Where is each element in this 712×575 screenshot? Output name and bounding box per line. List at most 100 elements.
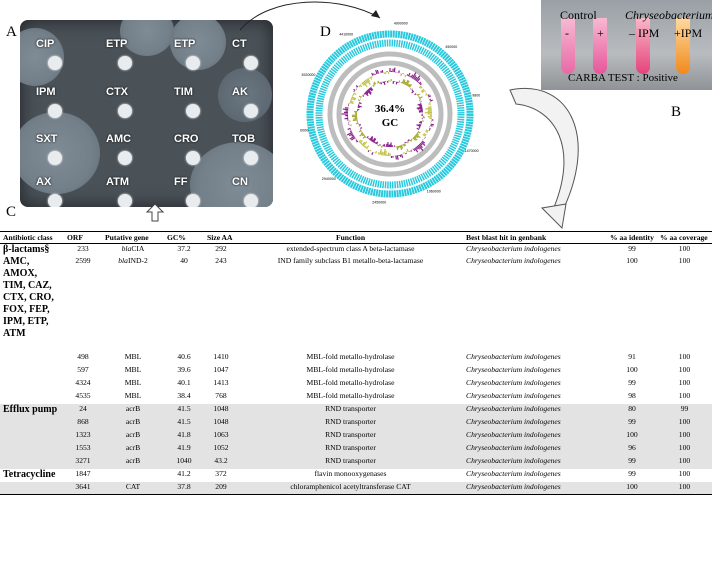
gc-percent-label: 36.4% — [375, 103, 405, 115]
minus-ipm-label: – IPM — [629, 26, 660, 40]
genome-track-mark — [350, 136, 356, 141]
control-plus-label: + — [597, 26, 604, 40]
header-function: Function — [335, 233, 366, 242]
cell-size: 768 — [215, 390, 227, 400]
cell-function: MBL-fold metallo-hydrolase — [306, 351, 395, 361]
genome-track-mark — [358, 139, 362, 143]
genome-track-mark — [417, 93, 421, 97]
genome-track-mark — [385, 150, 387, 156]
table-header-row: Antibiotic class ORF Putative gene GC% S… — [0, 231, 712, 244]
genome-track-mark — [372, 85, 375, 87]
up-arrow-icon — [145, 203, 165, 222]
antibiotic-disk — [118, 151, 132, 165]
cell-gene: MBL — [124, 364, 142, 374]
cell-size: 1413 — [213, 377, 229, 387]
genome-track-mark — [351, 134, 354, 137]
cell-gc: 40 — [180, 255, 188, 265]
cell-identity: 99 — [628, 468, 636, 478]
genome-track-mark — [349, 135, 355, 140]
disk-label: CN — [232, 176, 248, 188]
panel-letter-b: B — [671, 104, 682, 120]
genome-track-mark — [371, 139, 374, 142]
disk-label: CIP — [36, 38, 55, 50]
genome-track-mark — [361, 141, 366, 146]
genome-track-mark — [419, 83, 422, 86]
cell-blast: Chryseobacterium indologenes — [466, 351, 561, 361]
genome-track-mark — [415, 133, 421, 139]
genome-track-mark — [364, 79, 369, 84]
cell-orf: 597 — [77, 364, 89, 374]
genome-track-mark — [361, 82, 365, 86]
genome-track-mark — [417, 144, 424, 152]
genome-track-mark — [399, 145, 403, 151]
cell-coverage: 100 — [678, 255, 691, 265]
genome-track-mark — [371, 75, 373, 78]
cell-blast: Chryseobacterium indologenes — [463, 403, 607, 417]
cell-identity: 100 — [626, 364, 638, 374]
cell-gene: MBL — [124, 390, 142, 400]
cell-function: RND transporter — [238, 403, 463, 417]
genome-track-mark — [414, 135, 417, 139]
genome-track-mark — [410, 88, 412, 90]
genome-track-mark — [363, 80, 367, 85]
table-row: 868 acrB 41.5 1048 RND transporter Chryseobac… — [0, 416, 712, 430]
genome-track-mark — [400, 144, 404, 149]
genome-track-mark — [414, 76, 418, 81]
genome-track-mark — [365, 90, 369, 94]
genome-track-mark — [404, 74, 407, 78]
cell-gc: 41.2 — [177, 468, 191, 478]
header-best-blast: Best blast hit in genbank — [466, 233, 547, 242]
cell-orf: 1323 — [64, 429, 102, 443]
genome-track-mark — [372, 137, 376, 143]
cell-gc: 40.6 — [177, 351, 191, 361]
genome-track-mark — [373, 73, 375, 76]
genome-track-mark — [411, 90, 415, 94]
cell-identity: 98 — [628, 390, 636, 400]
cell-gene: blaCIA — [102, 244, 164, 256]
cell-identity: 99 — [628, 244, 636, 253]
antibiotic-disk — [118, 104, 132, 118]
genome-track-mark — [416, 78, 421, 83]
genome-track-mark — [355, 122, 359, 125]
genome-track-mark — [396, 146, 399, 151]
genome-track-mark — [353, 92, 357, 96]
genome-track-mark — [355, 85, 359, 88]
genome-track-mark — [363, 134, 366, 137]
header-antibiotic-class: Antibiotic class — [3, 233, 53, 242]
cell-gene: MBL — [124, 377, 142, 387]
cell-orf: 3271 — [64, 455, 102, 469]
cell-orf: 1553 — [64, 442, 102, 456]
genome-track-mark — [375, 150, 378, 154]
antibiotic-disk — [244, 56, 258, 70]
genome-tick-label: 980000 — [472, 94, 480, 98]
genome-track-mark — [398, 145, 401, 148]
gc-label: GC — [382, 117, 399, 129]
genome-track-mark — [379, 148, 382, 155]
disk-label: CRO — [174, 133, 199, 145]
genome-track-mark — [399, 154, 402, 158]
cell-gene: acrB — [102, 442, 164, 456]
genome-track-mark — [374, 141, 377, 144]
genome-track-mark — [418, 85, 422, 89]
genome-track-mark — [353, 117, 358, 120]
genome-track-mark — [366, 145, 370, 150]
cell-blast: Chryseobacterium indologenes — [463, 455, 607, 469]
antibiotic-disk — [48, 56, 62, 70]
genome-track-mark — [411, 72, 417, 79]
genome-track-mark — [417, 131, 419, 134]
genome-track-mark — [404, 141, 407, 144]
genome-track-mark — [355, 139, 358, 142]
genome-tick-label: 2450000 — [372, 200, 386, 204]
cell-gene: acrB — [102, 403, 164, 417]
genome-track-mark — [371, 72, 374, 76]
genome-track-mark — [358, 129, 362, 133]
cell-blast: Chryseobacterium indologenes — [463, 416, 607, 430]
genome-track-mark — [349, 100, 354, 103]
genome-track-mark — [418, 81, 422, 85]
cell-orf: 24 — [64, 403, 102, 417]
genome-track-mark — [349, 101, 354, 105]
antibiotic-class-cell: Efflux pump — [0, 403, 64, 417]
genome-track-mark — [368, 88, 371, 91]
genome-track-mark — [417, 107, 423, 110]
cell-identity: 99 — [607, 416, 657, 430]
